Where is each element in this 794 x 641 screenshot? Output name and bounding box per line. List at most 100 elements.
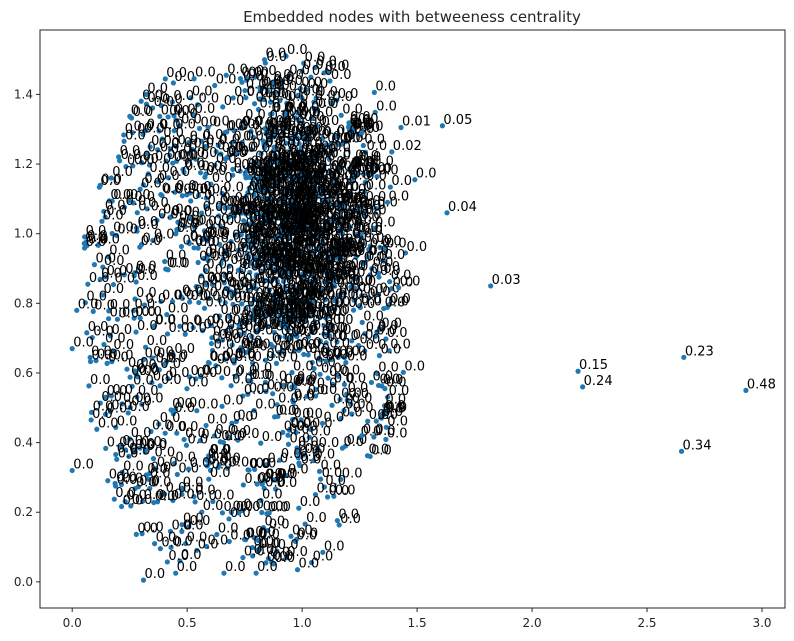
cluster-point — [315, 207, 322, 213]
cluster-point — [206, 476, 212, 482]
cluster-point — [309, 115, 315, 122]
cluster-point — [173, 144, 180, 150]
cluster-point-label: 0.0 — [194, 315, 215, 330]
cluster-point — [255, 106, 262, 113]
cluster-point — [325, 187, 331, 193]
cluster-point — [267, 263, 273, 269]
cluster-point — [387, 184, 393, 190]
cluster-point — [263, 244, 270, 250]
cluster-point — [163, 158, 169, 164]
cluster-point — [171, 113, 177, 119]
cluster-point — [158, 298, 164, 305]
cluster-point — [312, 319, 318, 325]
cluster-point — [263, 560, 269, 566]
cluster-point-label: 0.0 — [304, 146, 325, 161]
cluster-point-label: 0.0 — [191, 364, 212, 379]
cluster-point — [310, 291, 316, 297]
cluster-point — [259, 509, 265, 516]
cluster-point — [267, 218, 273, 225]
cluster-point-label: 0.0 — [293, 359, 314, 374]
cluster-point — [93, 358, 99, 364]
cluster-point — [309, 250, 316, 257]
cluster-point — [285, 441, 292, 447]
cluster-point — [88, 409, 95, 415]
cluster-point — [294, 450, 300, 456]
cluster-point-label: 0.0 — [239, 427, 260, 442]
cluster-point — [102, 274, 109, 280]
cluster-point — [273, 250, 279, 256]
cluster-point — [246, 222, 252, 228]
cluster-point — [219, 375, 225, 381]
cluster-point-label: 0.0 — [147, 81, 168, 96]
cluster-point — [248, 301, 255, 307]
cluster-point — [280, 382, 287, 388]
cluster-point — [343, 139, 349, 145]
cluster-point — [301, 60, 307, 66]
cluster-point — [241, 218, 247, 224]
cluster-point — [305, 334, 312, 340]
node-centrality-label: 0.0 — [225, 560, 246, 575]
cluster-point-label: 0.0 — [229, 455, 250, 470]
cluster-point — [321, 484, 327, 490]
cluster-point — [203, 195, 209, 201]
cluster-point — [302, 318, 308, 324]
cluster-point-label: 0.0 — [363, 283, 384, 298]
cluster-point — [337, 201, 343, 208]
cluster-point — [329, 243, 335, 249]
cluster-point-label: 0.0 — [310, 424, 331, 439]
cluster-point — [307, 269, 313, 275]
cluster-point — [252, 224, 259, 231]
cluster-point — [110, 281, 117, 288]
cluster-point — [170, 160, 176, 166]
cluster-point — [207, 467, 214, 473]
cluster-point — [174, 430, 180, 436]
node-centrality-label: 0.0 — [73, 336, 94, 351]
cluster-point — [179, 522, 185, 528]
cluster-point — [240, 202, 246, 208]
cluster-point — [354, 231, 360, 237]
cluster-point — [97, 276, 103, 282]
cluster-point — [282, 284, 288, 290]
cluster-point — [156, 367, 162, 373]
cluster-point — [296, 211, 302, 217]
cluster-point — [250, 205, 256, 211]
cluster-point — [240, 554, 246, 561]
cluster-point — [220, 256, 226, 262]
cluster-point-label: 0.0 — [339, 156, 360, 171]
cluster-point — [306, 286, 312, 292]
cluster-point-label: 0.0 — [198, 398, 219, 413]
y-tick-label: 0.8 — [14, 296, 33, 310]
cluster-point — [317, 149, 323, 155]
cluster-point — [163, 266, 169, 272]
cluster-point — [250, 553, 256, 559]
cluster-point — [337, 230, 343, 236]
cluster-point — [220, 104, 226, 110]
cluster-point — [243, 193, 249, 199]
cluster-point-label: 0.0 — [166, 66, 187, 81]
cluster-point-label: 0.0 — [106, 204, 127, 219]
cluster-point — [248, 146, 254, 153]
cluster-point — [277, 162, 284, 168]
cluster-point-label: 0.0 — [210, 466, 231, 481]
cluster-point — [196, 125, 203, 132]
cluster-point — [299, 252, 305, 258]
cluster-point — [330, 381, 336, 388]
cluster-point — [306, 223, 312, 230]
cluster-point — [296, 505, 302, 511]
cluster-point — [99, 292, 106, 298]
cluster-point — [289, 220, 296, 227]
cluster-point — [209, 281, 215, 287]
cluster-point — [328, 178, 334, 185]
cluster-point — [336, 237, 342, 244]
cluster-point — [256, 326, 262, 333]
cluster-point — [248, 371, 254, 377]
cluster-point — [111, 496, 117, 502]
cluster-point-label: 0.0 — [340, 512, 361, 527]
cluster-point — [221, 280, 227, 286]
cluster-point — [294, 445, 300, 451]
cluster-point-label: 0.0 — [125, 128, 146, 143]
cluster-point — [158, 102, 164, 109]
cluster-point — [328, 221, 335, 227]
cluster-point — [246, 210, 252, 216]
cluster-point — [203, 543, 210, 550]
